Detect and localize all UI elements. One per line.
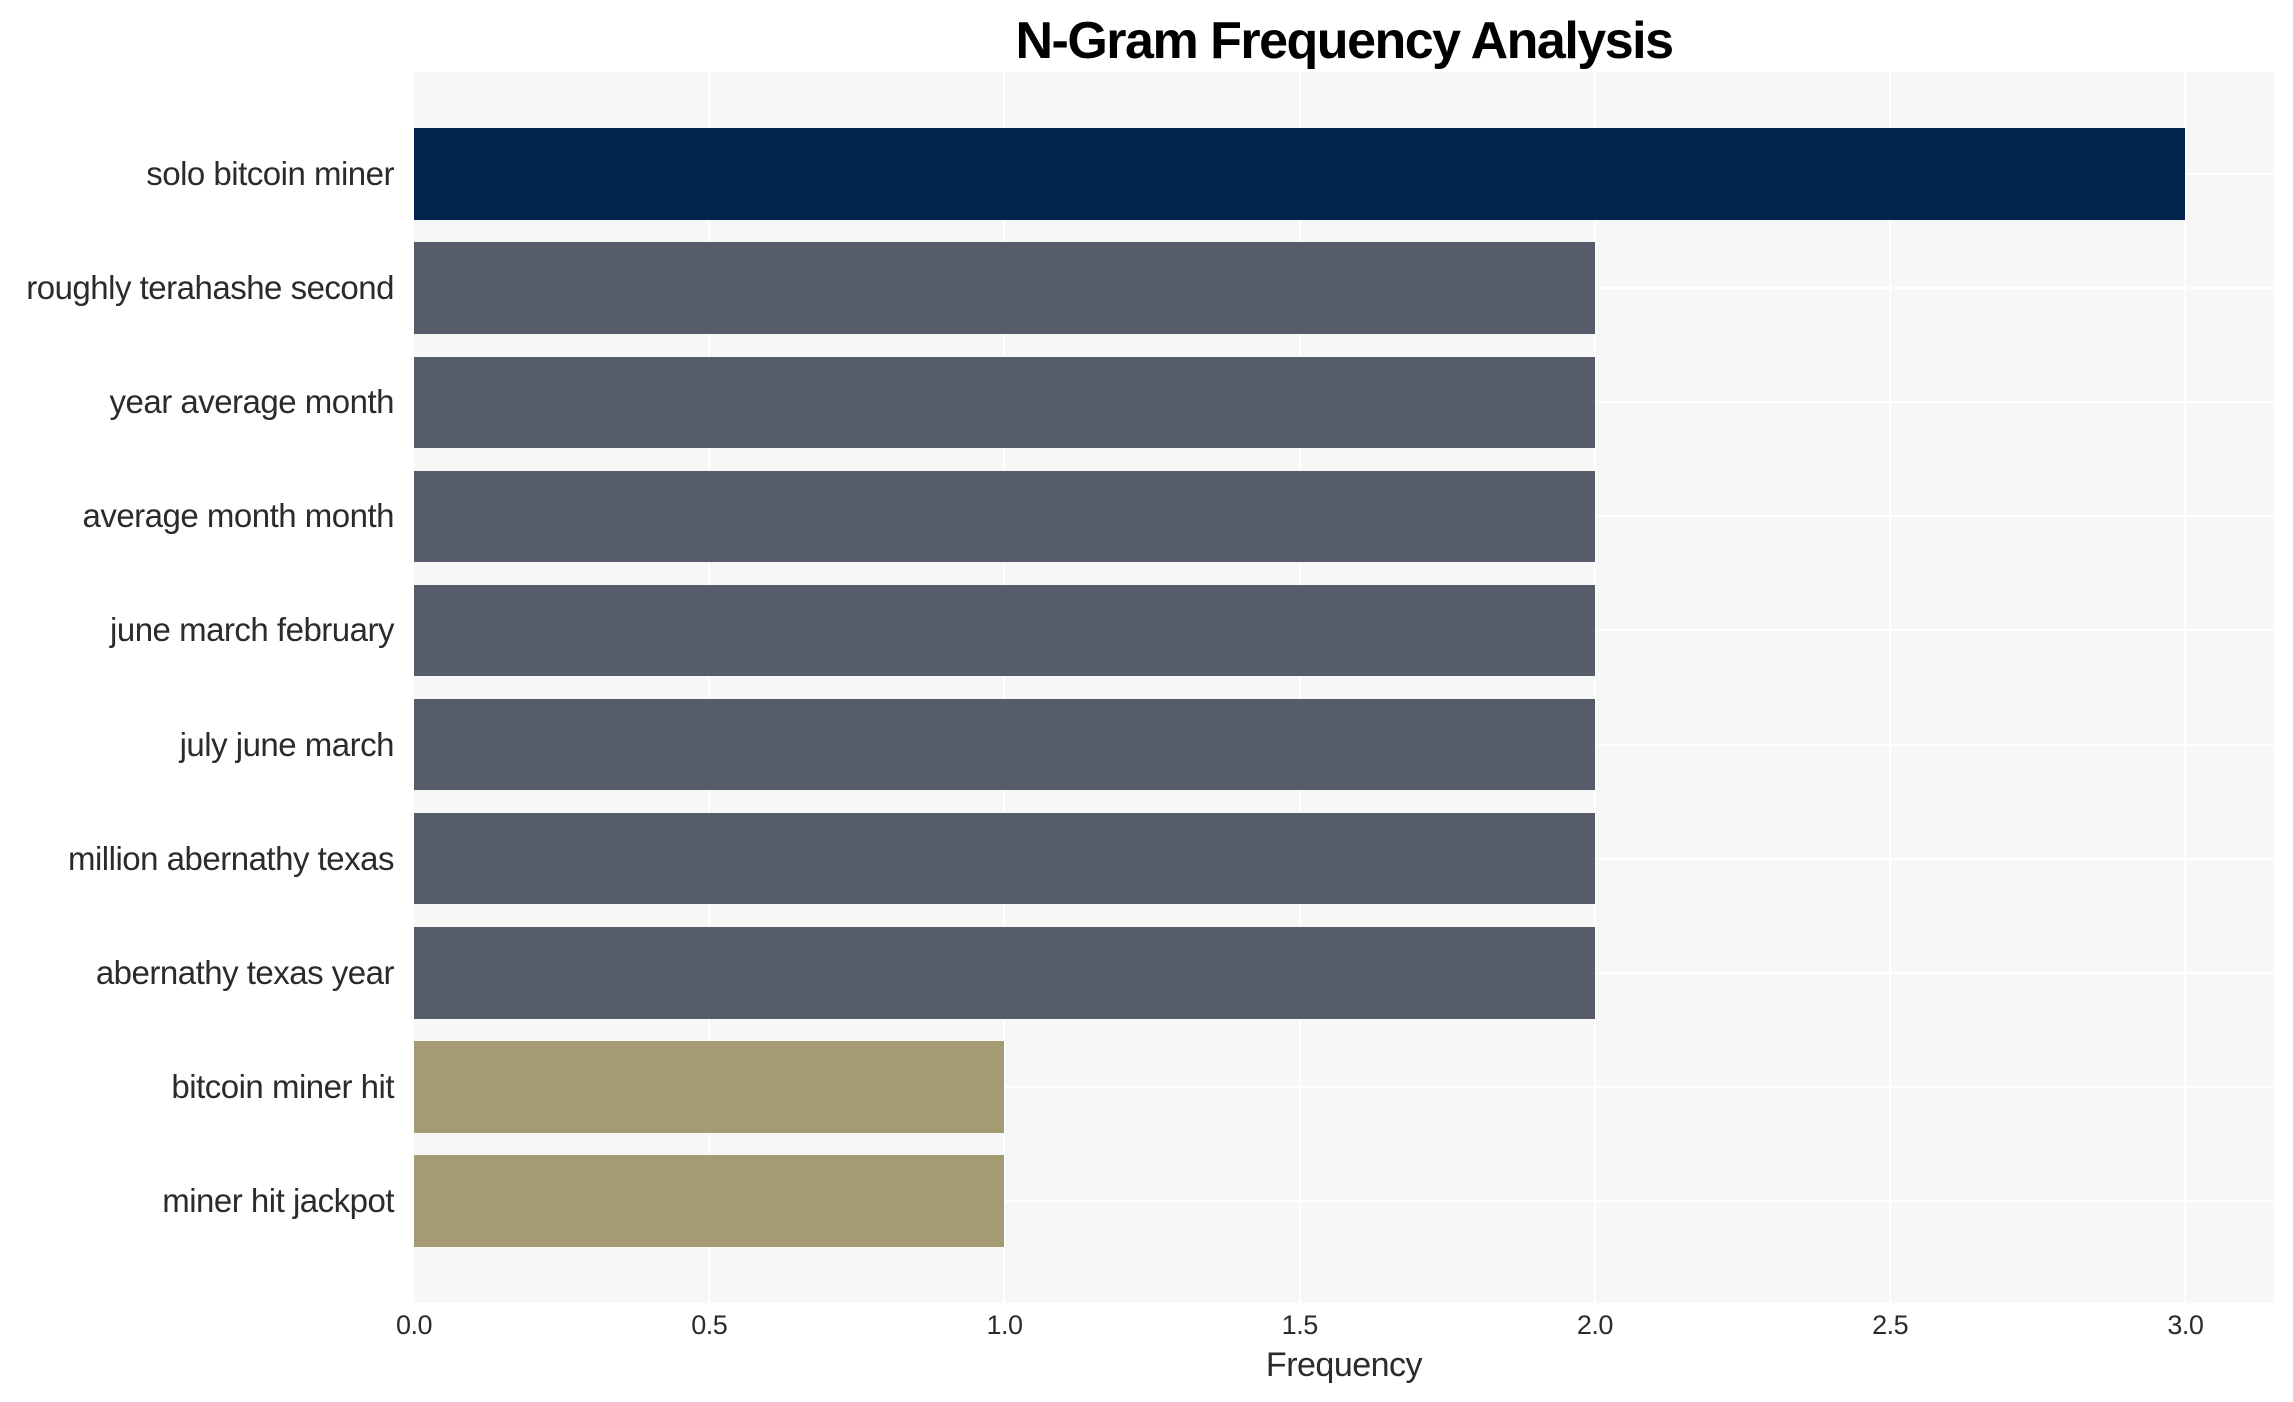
y-tick-label: bitcoin miner hit <box>171 1067 394 1105</box>
horizontal-gridline <box>414 1085 2274 1088</box>
y-axis-labels: solo bitcoin miner roughly terahashe seco… <box>0 72 404 1303</box>
bar-year-average-month <box>414 356 1595 448</box>
bar-abernathy-texas-year <box>414 927 1595 1019</box>
y-tick-label: roughly terahashe second <box>26 268 394 306</box>
y-tick-label: july june march <box>179 725 395 763</box>
bar-miner-hit-jackpot <box>414 1155 1005 1247</box>
x-tick-label: 1.0 <box>986 1310 1023 1340</box>
bar-solo-bitcoin-miner <box>414 128 2186 220</box>
bar-roughly-terahashe-second <box>414 242 1595 334</box>
x-tick-label: 0.0 <box>395 1310 433 1340</box>
x-tick-label: 1.5 <box>1281 1310 1319 1340</box>
plot-area <box>414 72 2274 1303</box>
y-tick-label: miner hit jackpot <box>162 1181 394 1219</box>
x-axis-ticks: 0.0 0.5 1.0 1.5 2.0 2.5 3.0 <box>396 1303 2274 1347</box>
bar-million-abernathy-texas <box>414 812 1595 905</box>
vertical-gridline <box>1298 72 1301 1303</box>
vertical-gridline <box>2184 72 2187 1303</box>
x-tick-label: 0.5 <box>691 1310 728 1340</box>
y-tick-label: year average month <box>109 383 394 421</box>
chart-title: N-Gram Frequency Analysis <box>1015 12 1674 70</box>
x-tick-label: 3.0 <box>2167 1310 2204 1340</box>
x-axis-title: Frequency <box>1265 1346 1423 1384</box>
x-tick-label: 2.0 <box>1576 1310 1614 1340</box>
vertical-gridline <box>1593 72 1596 1303</box>
bar-july-june-march <box>414 698 1595 791</box>
y-tick-label: million abernathy texas <box>67 839 395 877</box>
x-tick-label: 2.5 <box>1872 1310 1909 1340</box>
vertical-gridline <box>1003 72 1006 1303</box>
bar-june-march-february <box>414 584 1595 677</box>
bar-bitcoin-miner-hit <box>414 1041 1005 1133</box>
horizontal-gridline <box>414 1199 2274 1202</box>
y-tick-label: average month month <box>82 497 394 535</box>
y-tick-label: solo bitcoin miner <box>146 154 394 192</box>
y-tick-label: abernathy texas year <box>95 953 395 991</box>
vertical-gridline <box>708 72 711 1303</box>
vertical-gridline <box>1889 72 1892 1303</box>
bar-average-month-month <box>414 470 1595 563</box>
y-tick-label: june march february <box>110 611 394 649</box>
